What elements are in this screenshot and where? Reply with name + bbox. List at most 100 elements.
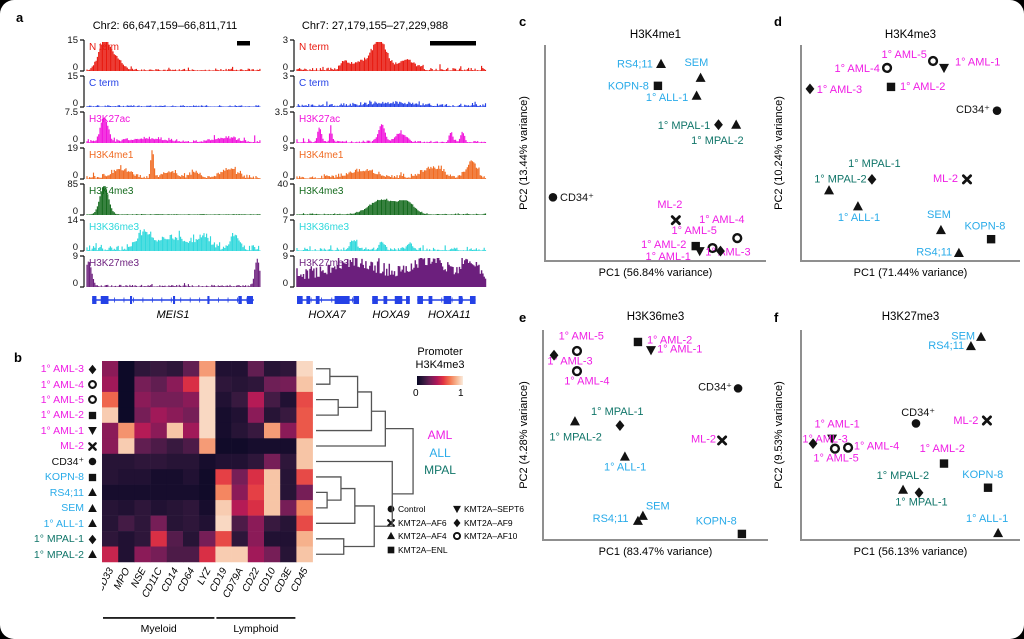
row-label-text: 1° ALL-1 <box>43 517 84 530</box>
point-1-mpal-2 <box>898 484 909 494</box>
heatmap-cell <box>264 438 281 455</box>
gene-exon <box>406 296 410 304</box>
heatmap-cell <box>215 422 232 439</box>
heatmap-cell <box>199 407 216 424</box>
panel-c-letter: c <box>519 14 527 29</box>
point-label-kopn-8: KOPN-8 <box>964 221 1005 233</box>
gene-exon <box>372 296 378 304</box>
track-ymin: 0 <box>72 62 78 73</box>
heatmap-cell <box>134 546 151 563</box>
heatmap-row-label: RS4;11 <box>2 485 98 500</box>
track-ymax: 9 <box>72 251 78 262</box>
heatmap-cell <box>199 361 216 377</box>
point-1-aml-5 <box>829 443 841 454</box>
x-axis-label: PC1 (71.44% variance) <box>854 267 968 279</box>
heatmap-cell <box>280 531 297 547</box>
point-label-1-all-1: 1° ALL-1 <box>966 513 1008 525</box>
heatmap-cell <box>280 422 297 439</box>
heatmap-row-label: KOPN-8 <box>2 470 98 485</box>
heatmap-cell <box>247 546 265 563</box>
square-icon <box>387 546 395 553</box>
track-label: N term <box>299 42 329 53</box>
x-axis-label: PC1 (56.13% variance) <box>854 546 968 558</box>
point-label-1-mpal-1: 1° MPAL-1 <box>895 496 948 508</box>
track-ymin: 0 <box>72 206 78 217</box>
point-1-mpal-2 <box>569 416 580 426</box>
heatmap-cell <box>280 361 297 377</box>
track-ymin: 0 <box>282 278 288 289</box>
heatmap-cell <box>102 531 119 547</box>
row-label-text: 1° AML-1 <box>40 424 84 437</box>
heatmap-cell <box>102 422 119 439</box>
heatmap-cell <box>150 407 168 424</box>
heatmap-cell <box>231 469 249 485</box>
row-label-text: KOPN-8 <box>44 471 84 484</box>
heatmap-cell <box>215 546 232 563</box>
heatmap-cell <box>183 438 200 455</box>
heatmap-cell <box>166 546 184 563</box>
heatmap-cell <box>183 484 200 501</box>
heatmap-cell <box>166 422 184 439</box>
point-cd34- <box>992 106 1002 115</box>
heatmap-cell <box>264 546 281 563</box>
panel-d-letter: d <box>774 14 782 29</box>
x-icon <box>88 441 97 451</box>
scale-bar <box>237 41 250 46</box>
heatmap-cell <box>199 546 216 563</box>
heatmap-row-label: 1° AML-2 <box>2 408 98 423</box>
point-label-1-aml-5: 1° AML-5 <box>882 49 927 61</box>
heatmap-legend-title-line1: Promoter <box>417 346 463 358</box>
track-ymin: 0 <box>72 134 78 145</box>
dendrogram-link <box>385 427 414 495</box>
circle-open-icon <box>88 380 97 389</box>
track-h3k36me3: H3K36me3 <box>290 219 487 252</box>
heatmap-cell <box>215 515 232 532</box>
square-icon <box>387 546 395 553</box>
point-1-mpal-1 <box>867 173 877 185</box>
dendrogram-link <box>316 410 386 447</box>
track-h3k4me1: H3K4me1 <box>290 147 487 180</box>
track-ymax: 9 <box>282 143 288 154</box>
heatmap-cell <box>280 438 297 455</box>
point-label-1-aml-4: 1° AML-4 <box>854 441 899 453</box>
point-label-sem: SEM <box>684 57 708 69</box>
point-label-rs4-11: RS4;11 <box>593 513 629 525</box>
track-h3k27ac: H3K27ac <box>80 111 261 144</box>
gene-exon <box>458 296 463 304</box>
heatmap-cell <box>102 391 119 408</box>
lineage-legend-mpal: MPAL <box>424 463 456 477</box>
point-label-1-mpal-2: 1° MPAL-2 <box>877 470 930 482</box>
track-ymax: 7 <box>282 215 288 226</box>
square-icon <box>88 473 97 481</box>
gene-label: MEIS1 <box>156 309 190 321</box>
point-1-all-1 <box>619 451 630 461</box>
circle-open-icon <box>452 531 462 541</box>
heatmap-cell <box>166 361 184 377</box>
dendrogram-link <box>316 391 373 432</box>
marker-legend-label: Control <box>398 504 426 514</box>
heatmap-cell <box>247 469 265 485</box>
point-label-ml-2: ML-2 <box>933 173 958 185</box>
point-label-1-aml-5: 1° AML-5 <box>671 225 716 237</box>
x-icon <box>88 441 97 451</box>
gene-exon <box>130 296 133 304</box>
heatmap-cell <box>166 391 184 408</box>
heatmap-cell <box>231 531 249 547</box>
point-label-sem: SEM <box>951 330 975 342</box>
heatmap-cell <box>264 391 281 408</box>
heatmap-cell <box>118 469 135 485</box>
heatmap-cell <box>199 438 216 455</box>
heatmap-cell <box>199 422 216 439</box>
track-ymax: 15 <box>67 35 78 46</box>
point-label-1-aml-1: 1° AML-1 <box>955 57 1000 69</box>
x-axis-label: PC1 (56.84% variance) <box>599 267 713 279</box>
marker-legend-item: KMT2A–SEPT6 <box>452 504 524 514</box>
heatmap-cell <box>199 391 216 408</box>
y-axis-label: PC2 (9.53% variance) <box>773 381 785 489</box>
heatmap-cell <box>215 391 232 408</box>
track-ymax: 9 <box>282 251 288 262</box>
track-label: H3K4me1 <box>89 150 134 161</box>
heatmap-cell <box>280 484 297 501</box>
point-sem <box>976 331 987 341</box>
track-label: H3K36me3 <box>89 222 139 233</box>
